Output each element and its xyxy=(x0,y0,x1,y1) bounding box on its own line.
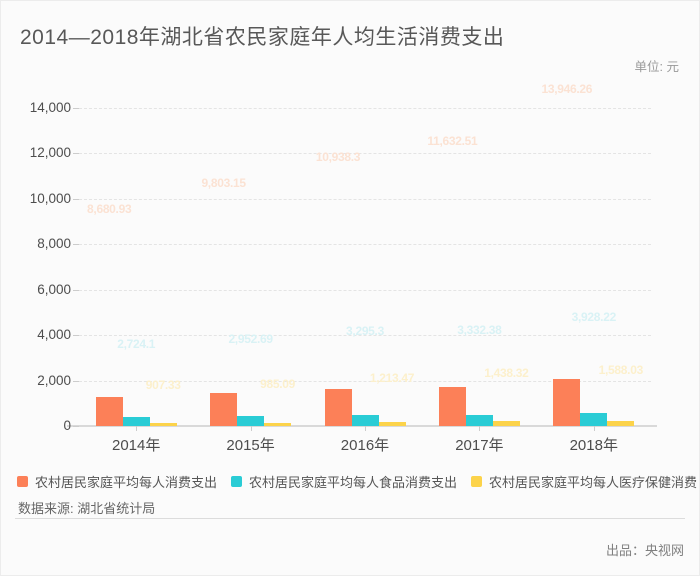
value-label: 907.33 xyxy=(145,378,181,393)
y-axis-tick-label: 6,000 xyxy=(37,281,71,297)
legend-item-series1[interactable]: 农村居民家庭平均每人消费支出 xyxy=(17,472,217,491)
gridline xyxy=(79,335,651,336)
x-axis-tick xyxy=(136,426,138,431)
bar-series3-2018年[interactable] xyxy=(607,421,635,426)
y-axis-tick-label: 4,000 xyxy=(37,327,71,342)
y-axis-tick-label: 10,000 xyxy=(29,190,71,206)
y-axis-tick-label: 2,000 xyxy=(37,372,71,388)
bar-series2-2014年[interactable] xyxy=(122,417,150,426)
legend-label: 农村居民家庭平均每人医疗保健消费 xyxy=(489,475,698,490)
gridline xyxy=(79,198,651,200)
y-axis-tick xyxy=(73,380,79,382)
x-axis-tick xyxy=(479,426,481,431)
bar-series2-2016年[interactable] xyxy=(351,415,379,426)
bar-series2-2015年[interactable] xyxy=(237,416,265,426)
value-label: 1,588.03 xyxy=(598,362,644,377)
bar-series1-2017年[interactable] xyxy=(438,387,466,426)
y-axis-tick xyxy=(73,107,79,109)
bar-series1-2014年[interactable] xyxy=(95,397,123,426)
y-axis-tick xyxy=(73,289,79,291)
y-axis-tick xyxy=(73,244,79,245)
legend-item-series2[interactable]: 农村居民家庭平均每人食品消费支出 xyxy=(231,472,457,491)
value-label: 3,928.22 xyxy=(571,309,617,324)
x-axis-label: 2014年 xyxy=(112,437,161,454)
value-label: 13,946.26 xyxy=(541,81,593,96)
legend-item-series3[interactable]: 农村居民家庭平均每人医疗保健消费 xyxy=(471,472,697,491)
chart-legend: 农村居民家庭平均每人消费支出 农村居民家庭平均每人食品消费支出 农村居民家庭平均每人… xyxy=(17,472,697,491)
y-axis-tick xyxy=(73,198,79,200)
unit-label: 单位: 元 xyxy=(634,60,679,74)
y-axis-tick xyxy=(73,335,79,336)
value-label: 2,724.1 xyxy=(117,337,156,352)
x-axis-label: 2016年 xyxy=(340,437,390,454)
gridline xyxy=(79,244,651,245)
legend-swatch-icon xyxy=(471,476,483,487)
bar-series2-2017年[interactable] xyxy=(465,415,493,426)
bar-series3-2015年[interactable] xyxy=(264,423,292,426)
bar-series1-2018年[interactable] xyxy=(553,379,581,426)
x-axis-line xyxy=(67,425,657,427)
producer-text: 出品：央视网 xyxy=(605,543,684,558)
value-label: 2,952.69 xyxy=(228,331,273,346)
bar-series3-2017年[interactable] xyxy=(492,421,520,426)
x-axis-tick xyxy=(250,426,252,431)
bar-series1-2016年[interactable] xyxy=(324,389,352,426)
y-axis-tick-label: 8,000 xyxy=(37,236,71,251)
bar-series1-2015年[interactable] xyxy=(210,393,238,426)
page-title: 2014—2018年湖北省农民家庭年人均生活消费支出 xyxy=(20,26,505,49)
y-axis-tick-label: 14,000 xyxy=(29,99,71,115)
value-label: 3,332.38 xyxy=(457,323,502,338)
y-axis-tick-label: 12,000 xyxy=(29,145,71,160)
value-label: 8,680.93 xyxy=(87,201,132,216)
x-axis-label: 2017年 xyxy=(455,437,504,454)
footer-divider xyxy=(15,518,685,519)
x-axis-label: 2018年 xyxy=(569,437,618,454)
bar-chart: 0 2,000 4,000 6,000 8,000 10,000 12,000 14,000 2… xyxy=(1,1,699,461)
gridline xyxy=(79,107,651,109)
legend-swatch-icon xyxy=(17,476,28,487)
gridline xyxy=(79,289,651,291)
gridline xyxy=(79,380,651,382)
value-label: 3,295.3 xyxy=(346,324,384,339)
gridline xyxy=(79,153,651,154)
legend-swatch-icon xyxy=(231,476,243,487)
y-axis-tick xyxy=(73,153,79,154)
value-label: 1,213.47 xyxy=(369,371,415,386)
bar-series3-2014年[interactable] xyxy=(149,423,177,426)
value-label: 11,632.51 xyxy=(427,134,478,149)
data-source-text: 数据来源: 湖北省统计局 xyxy=(18,501,156,516)
y-axis-tick-label: 0 xyxy=(63,418,71,433)
y-axis-tick xyxy=(73,426,79,427)
value-label: 9,803.15 xyxy=(201,175,246,190)
x-axis-label: 2015年 xyxy=(226,437,275,454)
value-label: 985.09 xyxy=(260,376,296,391)
legend-label: 农村居民家庭平均每人食品消费支出 xyxy=(249,475,458,490)
value-label: 1,438.32 xyxy=(484,366,529,381)
legend-label: 农村居民家庭平均每人消费支出 xyxy=(35,475,218,490)
value-label: 10,938.3 xyxy=(315,150,361,165)
bar-series2-2018年[interactable] xyxy=(580,413,608,426)
x-axis-tick xyxy=(365,426,366,431)
x-axis-tick xyxy=(593,426,595,431)
bar-series3-2016年[interactable] xyxy=(378,422,406,426)
